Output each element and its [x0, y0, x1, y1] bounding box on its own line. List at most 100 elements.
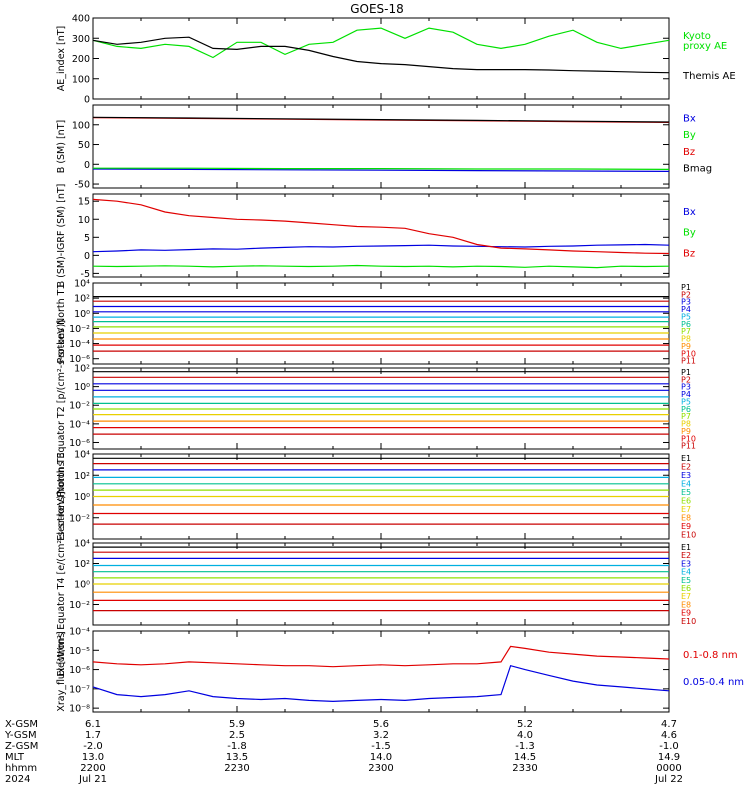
- legend-label: P6: [681, 405, 691, 414]
- ephemeris-value: -1.5: [371, 741, 391, 752]
- legend-label: proxy AE: [683, 41, 727, 52]
- y-tick-label: 10²: [74, 559, 90, 570]
- legend-label: Bz: [683, 248, 695, 259]
- y-axis-label: Xray_flux [W/m²]: [56, 631, 67, 711]
- legend-label: Kyoto: [683, 31, 711, 42]
- y-tick-label: 10⁰: [74, 309, 90, 320]
- y-axis-label: AE_index [nT]: [56, 26, 67, 92]
- panel-ee: 10⁻² 10⁰ 10² 10⁴ Electrons Equator T4 [e/(cm…: [56, 491, 696, 676]
- legend-label: P3: [681, 383, 691, 392]
- legend-label: E8: [681, 514, 691, 523]
- legend-label: E10: [681, 531, 696, 540]
- y-tick-label: 10⁴: [74, 539, 90, 550]
- y-tick-label: 15: [78, 197, 90, 208]
- y-axis-label: Protons Equator T2 [p/(cm²-s-sr-keV)]: [56, 320, 67, 497]
- panel-pe: 10⁻⁶ 10⁻⁴ 10⁻² 10⁰ 10² Protons Equator T2 [p/…: [56, 320, 696, 497]
- y-axis-label: Electrons Equator T4 [e/(cm²-s-sr-keV)]: [56, 491, 67, 676]
- ephemeris-value: 2200: [80, 763, 105, 774]
- y-tick-label: 0: [84, 95, 90, 106]
- ephemeris-value: 5.6: [373, 719, 389, 730]
- series-line-bx: [92, 168, 670, 172]
- y-tick-label: 10⁻²: [69, 401, 90, 412]
- panel-frame: [92, 282, 670, 365]
- legend-label: By: [683, 228, 696, 239]
- ephemeris-row-label: 2024: [5, 774, 30, 785]
- ephemeris-value: 5.9: [229, 719, 245, 730]
- y-tick-label: 10⁻²: [69, 513, 90, 524]
- series-line-themis-ae: [92, 36, 670, 74]
- ephemeris-value: 0000: [656, 763, 681, 774]
- y-tick-label: 10⁻⁵: [69, 646, 90, 657]
- y-tick-label: 10⁻⁶: [69, 665, 90, 676]
- legend-label: P7: [681, 412, 691, 421]
- legend-label: P1: [681, 283, 691, 292]
- ephemeris-value: 2.5: [229, 730, 245, 741]
- legend-label: P2: [681, 375, 691, 384]
- y-tick-label: 10²: [74, 471, 90, 482]
- legend-label: P4: [681, 390, 691, 399]
- y-tick-label: 10⁻⁷: [69, 684, 90, 695]
- legend-label: E5: [681, 576, 691, 585]
- y-tick-label: 10⁻²: [69, 324, 90, 335]
- series-line-by: [92, 264, 670, 269]
- ephemeris-row-label: hhmm: [5, 763, 37, 774]
- y-tick-label: 10⁻⁴: [69, 627, 90, 638]
- y-tick-label: 10⁻⁸: [69, 704, 90, 715]
- y-tick-label: 10⁴: [74, 450, 90, 461]
- ephemeris-value: 2300: [368, 763, 393, 774]
- y-tick-label: 10²: [74, 364, 90, 375]
- panel-bsm: -50 0 50 100 B (SM) [nT] Bx By Bz Bmag: [56, 104, 712, 191]
- plot-title: GOES-18: [350, 2, 404, 16]
- ephemeris-value: 14.5: [514, 752, 536, 763]
- legend-label: By: [683, 130, 696, 141]
- series-line-bz: [92, 198, 670, 255]
- y-tick-label: 200: [72, 54, 90, 65]
- panel-frame: [92, 193, 670, 278]
- legend-label: P3: [681, 298, 691, 307]
- ephemeris-value: 4.6: [661, 730, 677, 741]
- y-axis-label: B (SM)-IGRF (SM) [nT]: [56, 184, 67, 288]
- legend-label: E2: [681, 551, 691, 560]
- legend-label: P11: [681, 442, 696, 451]
- legend-label: Bx: [683, 114, 696, 125]
- y-tick-label: 10⁰: [74, 580, 90, 591]
- legend-label: E8: [681, 600, 691, 609]
- ephemeris-value: 4.0: [517, 730, 533, 741]
- y-tick-label: 10⁻⁴: [69, 419, 90, 430]
- ephemeris-row-label: Z-GSM: [5, 741, 38, 752]
- y-axis-label: B (SM) [nT]: [56, 120, 67, 173]
- legend-label: P9: [681, 427, 691, 436]
- y-tick-label: 10⁰: [74, 492, 90, 503]
- y-tick-label: 0: [84, 251, 90, 262]
- ephemeris-value: 2330: [512, 763, 537, 774]
- ephemeris-value: 1.7: [85, 730, 101, 741]
- ephemeris-value: -1.3: [515, 741, 535, 752]
- legend-label: E1: [681, 454, 691, 463]
- y-axis-label: Electrons North T3: [56, 452, 67, 540]
- legend-label: P10: [681, 434, 696, 443]
- legend-label: E2: [681, 463, 691, 472]
- legend-label: P5: [681, 397, 691, 406]
- ephemeris-value: 13.0: [82, 752, 104, 763]
- legend-label: E9: [681, 609, 691, 618]
- legend-label: P7: [681, 327, 691, 336]
- legend-label: P8: [681, 335, 691, 344]
- y-tick-label: 5: [84, 233, 90, 244]
- ephemeris-row-label: MLT: [5, 752, 25, 763]
- ephemeris-row-label: Y-GSM: [4, 730, 37, 741]
- legend-label: E9: [681, 522, 691, 531]
- legend-label: E4: [681, 568, 691, 577]
- y-tick-label: -50: [74, 180, 90, 191]
- ephemeris-value: 13.5: [226, 752, 248, 763]
- ephemeris-value: 5.2: [517, 719, 533, 730]
- y-tick-label: 10⁻⁶: [69, 354, 90, 365]
- series-line-bmag: [92, 116, 670, 123]
- legend-label: E6: [681, 497, 691, 506]
- y-tick-label: 10⁰: [74, 382, 90, 393]
- legend-label: P8: [681, 420, 691, 429]
- series-line-0-05-0-4-nm: [92, 664, 670, 703]
- legend-label: P1: [681, 368, 691, 377]
- legend-label: E4: [681, 480, 691, 489]
